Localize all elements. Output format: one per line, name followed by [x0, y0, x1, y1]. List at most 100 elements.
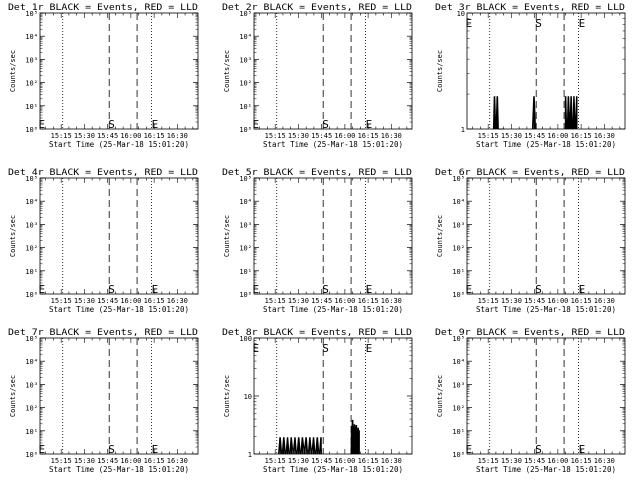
panel-title: Det 6r BLACK = Events, RED = LLD: [435, 168, 625, 178]
x-tick-label: 15:45: [97, 457, 118, 465]
marker-s: S: [108, 118, 115, 131]
marker-e: E: [366, 283, 373, 296]
detector-panel-7: Det 7r BLACK = Events, RED = LLD 10⁰ 10¹ 10…: [8, 328, 199, 474]
x-tick-label: 15:15: [478, 297, 499, 305]
x-tick-label: 16:00: [334, 457, 355, 465]
marker-e: E: [465, 443, 472, 456]
y-tick-label: 10³: [25, 221, 38, 229]
x-axis-label: Start Time (25-Mar-18 15:01:20): [476, 305, 616, 314]
x-tick-label: 15:30: [74, 132, 95, 140]
x-axis-label: Start Time (25-Mar-18 15:01:20): [49, 305, 189, 314]
panel-title: Det 4r BLACK = Events, RED = LLD: [8, 168, 198, 178]
x-tick-label: 15:45: [97, 132, 118, 140]
y-tick-label: 10²: [239, 245, 252, 253]
y-tick-label: 10: [457, 10, 465, 18]
x-tick-label: 16:30: [167, 457, 188, 465]
plot-frame: [466, 337, 626, 455]
marker-e: E: [38, 118, 45, 131]
marker-e: E: [252, 283, 259, 296]
y-tick-label: 10¹: [452, 428, 465, 436]
marker-e: E: [366, 118, 373, 131]
x-tick-label: 16:00: [120, 457, 141, 465]
x-tick-label: 16:30: [381, 457, 402, 465]
y-axis-label: Counts/sec: [9, 50, 17, 92]
x-tick-label: 15:30: [501, 297, 522, 305]
x-tick-label: 15:45: [524, 132, 545, 140]
x-tick-label: 15:15: [478, 132, 499, 140]
x-tick-label: 16:00: [547, 297, 568, 305]
x-tick-label: 15:15: [51, 132, 72, 140]
marker-e: E: [579, 283, 586, 296]
x-tick-label: 15:15: [478, 457, 499, 465]
marker-e: E: [152, 283, 159, 296]
x-tick-label: 15:45: [311, 132, 332, 140]
x-tick-label: 16:30: [381, 132, 402, 140]
marker-s: S: [322, 342, 329, 355]
x-tick-label: 15:15: [265, 297, 286, 305]
panel-title: Det 3r BLACK = Events, RED = LLD: [435, 3, 625, 13]
x-tick-label: 16:30: [167, 132, 188, 140]
y-tick-label: 10⁰: [239, 126, 252, 134]
x-tick-label: 15:15: [51, 297, 72, 305]
marker-e: E: [38, 443, 45, 456]
marker-e: E: [252, 118, 259, 131]
x-tick-label: 15:45: [524, 297, 545, 305]
x-tick-label: 16:15: [571, 297, 592, 305]
y-tick-label: 10³: [452, 381, 465, 389]
y-tick-label: 10⁵: [239, 175, 252, 183]
x-tick-label: 16:15: [358, 297, 379, 305]
x-tick-label: 16:30: [594, 457, 615, 465]
y-tick-label: 10⁰: [452, 451, 465, 459]
y-tick-label: 10³: [25, 56, 38, 64]
x-tick-label: 16:15: [144, 457, 165, 465]
x-tick-label: 15:30: [288, 457, 309, 465]
marker-e: E: [579, 17, 586, 30]
y-axis-label: Counts/sec: [436, 50, 444, 92]
x-tick-label: 15:45: [97, 297, 118, 305]
x-tick-label: 16:00: [120, 132, 141, 140]
panel-title: Det 7r BLACK = Events, RED = LLD: [8, 328, 198, 338]
y-axis-label: Counts/sec: [436, 215, 444, 257]
y-tick-label: 10⁵: [25, 335, 38, 343]
y-tick-label: 10¹: [239, 103, 252, 111]
plot-frame: [466, 12, 626, 130]
marker-e: E: [579, 443, 586, 456]
x-axis-label: Start Time (25-Mar-18 15:01:20): [476, 140, 616, 149]
marker-s: S: [322, 118, 329, 131]
detector-panel-1: Det 1r BLACK = Events, RED = LLD 10⁰ 10¹ 10…: [8, 3, 199, 149]
detector-panel-4: Det 4r BLACK = Events, RED = LLD 10⁰ 10¹ 10…: [8, 168, 199, 314]
y-tick-label: 10: [244, 393, 252, 401]
y-tick-label: 10¹: [452, 268, 465, 276]
x-tick-label: 15:15: [265, 457, 286, 465]
marker-s: S: [535, 283, 542, 296]
y-axis-label: Counts/sec: [223, 375, 231, 417]
plot-frame: [466, 177, 626, 295]
marker-e: E: [465, 283, 472, 296]
y-tick-label: 10⁴: [452, 198, 465, 206]
marker-s: S: [108, 283, 115, 296]
marker-s: S: [535, 17, 542, 30]
y-tick-label: 1: [461, 126, 465, 134]
plot-frame: [253, 337, 413, 455]
panel-title: Det 1r BLACK = Events, RED = LLD: [8, 3, 198, 13]
y-tick-label: 10⁴: [452, 358, 465, 366]
detector-panel-8: Det 8r BLACK = Events, RED = LLD 1 10 100 Co…: [222, 328, 413, 474]
x-tick-label: 16:15: [571, 132, 592, 140]
plot-frame: [253, 177, 413, 295]
x-tick-label: 16:30: [381, 297, 402, 305]
marker-e: E: [366, 342, 373, 355]
y-tick-label: 10²: [452, 245, 465, 253]
y-tick-label: 10²: [239, 80, 252, 88]
marker-s: S: [322, 283, 329, 296]
y-tick-label: 10⁵: [452, 335, 465, 343]
marker-s: S: [108, 443, 115, 456]
y-tick-label: 10²: [25, 245, 38, 253]
y-tick-label: 10³: [239, 56, 252, 64]
marker-e: E: [465, 17, 472, 30]
plot-frame: [253, 12, 413, 130]
x-tick-label: 16:15: [358, 457, 379, 465]
y-tick-label: 10⁵: [452, 175, 465, 183]
x-tick-label: 16:00: [334, 297, 355, 305]
y-tick-label: 10³: [239, 221, 252, 229]
y-tick-label: 10²: [25, 405, 38, 413]
